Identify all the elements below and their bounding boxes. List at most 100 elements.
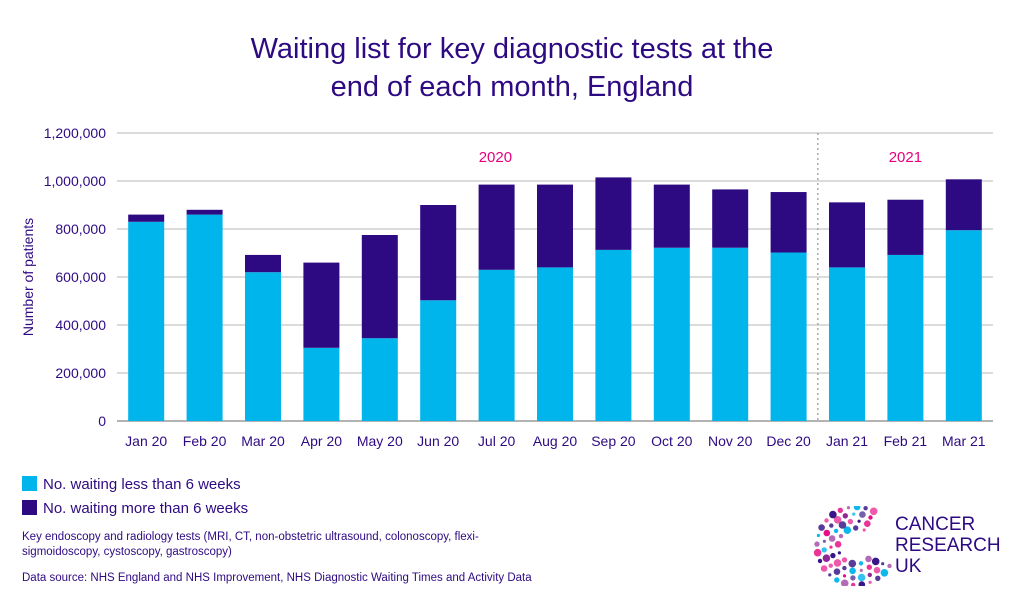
logo-dot bbox=[824, 518, 829, 523]
logo-dot bbox=[814, 541, 820, 547]
logo-dot bbox=[833, 516, 842, 524]
logo-dot bbox=[823, 529, 831, 537]
logo-dot bbox=[816, 533, 820, 538]
y-tick-label: 0 bbox=[98, 413, 106, 429]
bar-segment-less-than-6-weeks bbox=[245, 272, 281, 421]
logo-dot bbox=[834, 577, 840, 583]
x-tick-label: Mar 20 bbox=[241, 433, 285, 449]
logo-dot bbox=[853, 525, 859, 531]
cancer-research-uk-logo bbox=[813, 506, 892, 586]
y-axis-label: Number of patients bbox=[20, 218, 36, 336]
bar-segment-more-than-6-weeks bbox=[361, 235, 398, 339]
logo-dot bbox=[841, 557, 848, 563]
bar-segment-less-than-6-weeks bbox=[945, 230, 982, 421]
logo-dot bbox=[868, 515, 873, 520]
bar-segment-less-than-6-weeks bbox=[595, 249, 632, 421]
logo-dot bbox=[842, 565, 847, 571]
logo-dot bbox=[840, 579, 849, 586]
bar-segment-less-than-6-weeks bbox=[770, 252, 807, 421]
x-tick-label: Jun 20 bbox=[417, 433, 459, 449]
x-tick-label: Sep 20 bbox=[591, 433, 636, 449]
year-label-2021: 2021 bbox=[889, 149, 922, 166]
x-tick-label: Nov 20 bbox=[708, 433, 753, 449]
logo-dot bbox=[843, 526, 852, 534]
bar-segment-more-than-6-weeks bbox=[829, 202, 865, 268]
bar-segment-more-than-6-weeks bbox=[537, 184, 573, 268]
bar-segment-less-than-6-weeks bbox=[712, 247, 749, 421]
stacked-bar-chart: 0 200,000 400,000 600,000 800,000 1,000,000 1,… bbox=[20, 125, 993, 449]
chart-title-line-1: Waiting list for key diagnostic tests at… bbox=[250, 33, 774, 65]
logo-dot bbox=[862, 528, 866, 532]
bar-segment-more-than-6-weeks bbox=[420, 205, 457, 301]
logo-dot bbox=[833, 528, 839, 534]
bar-segment-more-than-6-weeks bbox=[303, 262, 340, 348]
bar-segment-more-than-6-weeks bbox=[478, 184, 515, 270]
x-tick-label: May 20 bbox=[357, 433, 403, 449]
chart-title: Waiting list for key diagnostic tests at… bbox=[0, 30, 1024, 106]
logo-dot bbox=[842, 574, 847, 578]
logo-dot bbox=[859, 511, 866, 518]
logo-dot bbox=[838, 533, 844, 539]
y-tick-label: 200,000 bbox=[55, 365, 106, 381]
bar-segment-less-than-6-weeks bbox=[537, 267, 573, 421]
y-tick-label: 1,200,000 bbox=[44, 125, 106, 141]
logo-dot bbox=[842, 513, 848, 519]
bar-segment-more-than-6-weeks bbox=[595, 177, 632, 250]
tests-note: Key endoscopy and radiology tests (MRI, … bbox=[22, 531, 479, 558]
bar-segment-more-than-6-weeks bbox=[945, 179, 982, 231]
bar-segment-less-than-6-weeks bbox=[887, 254, 924, 421]
logo-dot bbox=[871, 557, 880, 566]
logo-dot bbox=[852, 512, 856, 516]
logo-dot bbox=[869, 507, 878, 516]
logo-dot bbox=[821, 547, 827, 553]
y-tick-label: 800,000 bbox=[55, 221, 106, 237]
logo-dot bbox=[820, 565, 828, 572]
bar-segment-less-than-6-weeks bbox=[653, 247, 690, 421]
bar-segment-more-than-6-weeks bbox=[653, 184, 690, 248]
bar-segment-more-than-6-weeks bbox=[887, 199, 924, 255]
x-tick-label: Aug 20 bbox=[533, 433, 578, 449]
logo-dot bbox=[880, 569, 889, 577]
logo-dot bbox=[817, 558, 823, 564]
logo-dot bbox=[846, 506, 851, 510]
legend-label-more: No. waiting more than 6 weeks bbox=[43, 500, 249, 517]
logo-line-2: RESEARCH bbox=[895, 535, 1001, 556]
x-tick-label: Oct 20 bbox=[651, 433, 692, 449]
logo-dot bbox=[829, 510, 837, 519]
logo-dot bbox=[868, 580, 872, 584]
logo-dot bbox=[837, 507, 843, 513]
logo-dot bbox=[847, 518, 854, 525]
y-tick-label: 600,000 bbox=[55, 269, 106, 285]
logo-dot bbox=[834, 541, 842, 548]
bar-segment-more-than-6-weeks bbox=[245, 254, 281, 273]
logo-dot bbox=[853, 506, 861, 511]
logo-dot bbox=[828, 573, 832, 577]
bar-segment-less-than-6-weeks bbox=[303, 347, 340, 421]
bar-segment-more-than-6-weeks bbox=[770, 192, 807, 253]
legend-item-more-than-6-weeks: No. waiting more than 6 weeks bbox=[22, 500, 248, 517]
logo-dot bbox=[859, 568, 863, 572]
logo-line-1: CANCER bbox=[895, 514, 976, 535]
logo-dot bbox=[864, 520, 871, 527]
logo-dot bbox=[829, 523, 834, 528]
logo-dot bbox=[873, 566, 881, 574]
x-tick-label: Feb 20 bbox=[183, 433, 227, 449]
bar-segment-less-than-6-weeks bbox=[361, 338, 398, 421]
logo-dot bbox=[838, 521, 847, 529]
logo-dot bbox=[833, 568, 841, 575]
logo-dot bbox=[850, 575, 856, 581]
logo-dot bbox=[881, 562, 885, 566]
logo-dot bbox=[828, 563, 833, 568]
logo-dot bbox=[866, 564, 872, 570]
logo-dot bbox=[822, 539, 826, 543]
logo-dot bbox=[887, 563, 892, 569]
logo-dot bbox=[833, 559, 842, 567]
logo-dot bbox=[857, 573, 866, 582]
logo-dot bbox=[867, 572, 872, 578]
x-tick-label: Jan 21 bbox=[826, 433, 868, 449]
y-tick-label: 400,000 bbox=[55, 317, 106, 333]
logo-dot bbox=[837, 551, 841, 555]
logo-line-3: UK bbox=[895, 556, 922, 577]
logo-dot bbox=[828, 535, 836, 542]
logo-dot bbox=[863, 506, 868, 511]
